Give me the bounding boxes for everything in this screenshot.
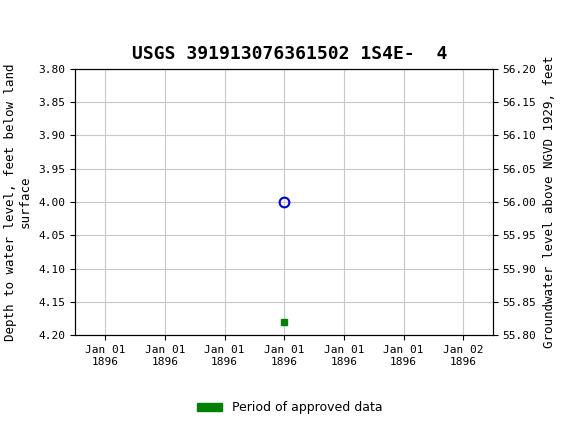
- Y-axis label: Groundwater level above NGVD 1929, feet: Groundwater level above NGVD 1929, feet: [543, 56, 556, 348]
- Text: ▒USGS: ▒USGS: [9, 12, 67, 34]
- Text: USGS 391913076361502 1S4E-  4: USGS 391913076361502 1S4E- 4: [132, 45, 448, 63]
- Legend: Period of approved data: Period of approved data: [192, 396, 388, 419]
- Y-axis label: Depth to water level, feet below land
surface: Depth to water level, feet below land su…: [3, 63, 32, 341]
